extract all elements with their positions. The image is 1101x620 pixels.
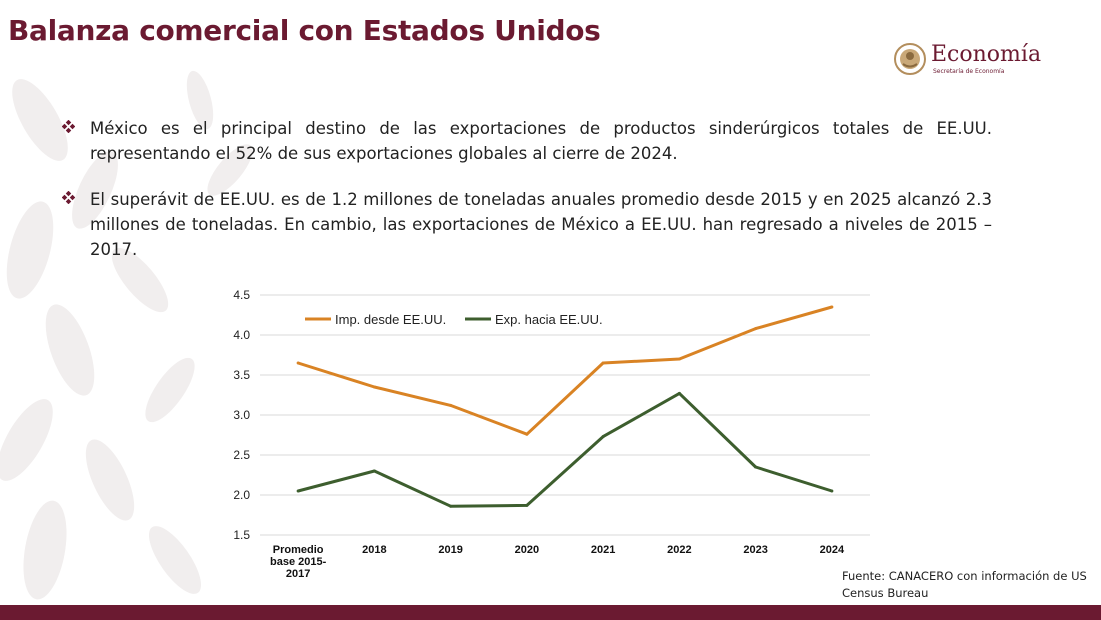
bullet-item: El superávit de EE.UU. es de 1.2 millone…	[62, 187, 992, 262]
bullet-item: México es el principal destino de las ex…	[62, 116, 992, 166]
y-tick-label: 4.5	[233, 288, 250, 302]
x-tick-label: Promedio	[273, 544, 324, 556]
coat-of-arms-icon	[894, 43, 926, 75]
diamond-bullet-icon	[62, 120, 75, 133]
decorative-leaf-pattern	[0, 70, 253, 600]
x-tick-label: base 2015-	[270, 556, 327, 568]
data-point	[677, 391, 681, 395]
data-point	[525, 503, 529, 507]
data-point	[601, 435, 605, 439]
data-point	[372, 469, 376, 473]
economia-logo: Economía Secretaría de Economía	[893, 40, 1053, 80]
legend-label: Imp. desde EE.UU.	[335, 312, 446, 327]
x-tick-label: 2024	[820, 544, 845, 556]
diamond-bullet-icon	[62, 191, 75, 204]
data-point	[525, 432, 529, 436]
page-title: Balanza comercial con Estados Unidos	[8, 14, 601, 47]
x-tick-label: 2018	[362, 544, 386, 556]
data-point	[296, 361, 300, 365]
bullet-text: El superávit de EE.UU. es de 1.2 millone…	[90, 190, 992, 259]
y-tick-label: 2.5	[233, 448, 250, 462]
data-point	[677, 357, 681, 361]
logo-subtitle: Secretaría de Economía	[933, 68, 1005, 75]
x-tick-label: 2019	[438, 544, 462, 556]
y-tick-label: 4.0	[233, 328, 250, 342]
y-tick-label: 1.5	[233, 528, 250, 542]
x-tick-label: 2021	[591, 544, 615, 556]
bullet-text: México es el principal destino de las ex…	[90, 119, 992, 163]
x-tick-label: 2020	[515, 544, 539, 556]
x-tick-label: 2022	[667, 544, 691, 556]
data-point	[449, 403, 453, 407]
y-tick-label: 3.5	[233, 368, 250, 382]
series-line-exports	[297, 391, 833, 508]
data-point	[296, 489, 300, 493]
footer-bar	[0, 605, 1101, 620]
y-tick-label: 2.0	[233, 488, 250, 502]
x-tick-label: 2023	[743, 544, 767, 556]
legend-label: Exp. hacia EE.UU.	[495, 312, 603, 327]
data-point	[601, 361, 605, 365]
bullet-list: México es el principal destino de las ex…	[62, 116, 992, 283]
data-point	[830, 489, 834, 493]
data-point	[449, 504, 453, 508]
source-note: Fuente: CANACERO con información de US C…	[842, 569, 1087, 600]
series-line-imports	[297, 305, 833, 436]
logo-wordmark: Economía	[931, 42, 1042, 67]
x-tick-label: 2017	[286, 568, 310, 580]
y-tick-label: 3.0	[233, 408, 250, 422]
data-point	[754, 465, 758, 469]
data-point	[754, 327, 758, 331]
data-point	[372, 385, 376, 389]
data-point	[830, 305, 834, 309]
